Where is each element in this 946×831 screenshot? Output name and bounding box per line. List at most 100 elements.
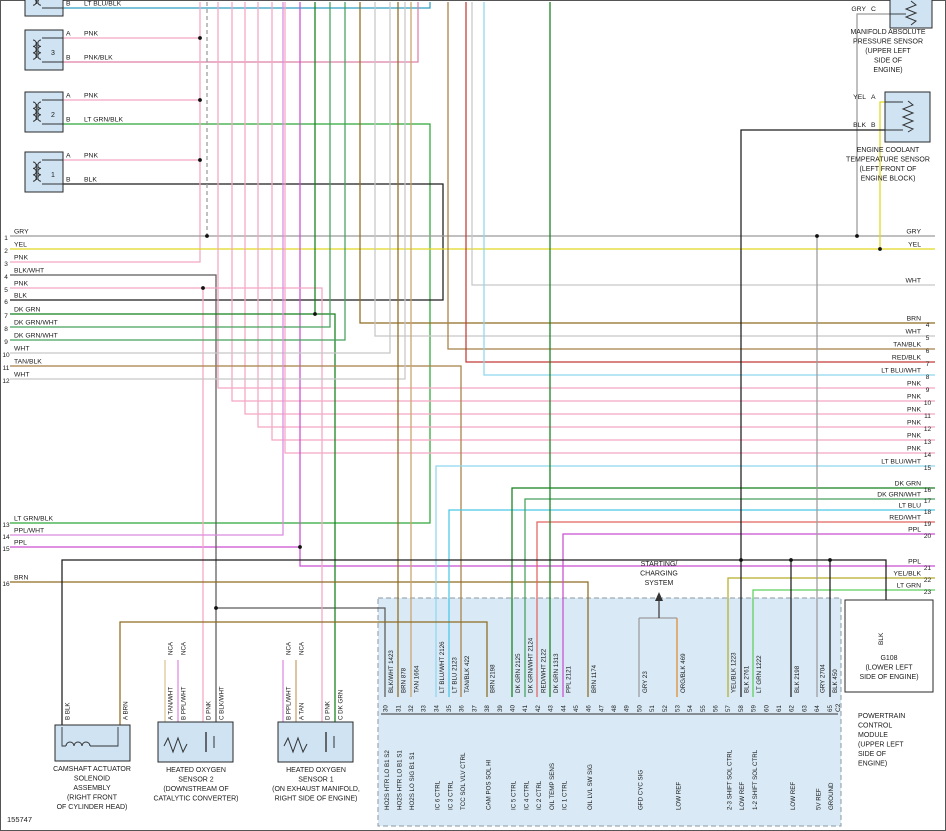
right-wire-color-label: DK GRN (895, 481, 922, 488)
pin-wire-label: BLK/WHT 1423 (388, 650, 395, 693)
ho2s-1-caption: HEATED OXYGEN (286, 767, 346, 774)
pin-function-label: LOW REF (676, 782, 683, 810)
pin-number: 30 (383, 705, 390, 712)
map-sensor-caption: ENGINE) (873, 67, 902, 74)
pin-function-label: 5V REF (815, 788, 822, 810)
g108-box (844, 599, 934, 693)
right-wire-color-label: TAN/BLK (893, 342, 921, 349)
ignition-coil-box (24, 151, 64, 193)
right-wire-color-label: YEL/BLK (893, 571, 921, 578)
wire-tan-blk (447, 2, 935, 350)
junction-dot (313, 312, 317, 316)
wire-pnk (231, 2, 935, 402)
wire-ppl (562, 533, 935, 697)
coil-winding-icon (32, 161, 37, 182)
terminal-label: C DK GRN (338, 690, 345, 720)
right-wire-color-label: BRN (907, 316, 921, 323)
left-wire-number: 13 (2, 522, 10, 529)
wire-pnk (10, 287, 323, 722)
right-wire-number: 18 (924, 509, 932, 516)
left-wire-number: 2 (4, 248, 8, 255)
right-wire-color-label: PNK (907, 420, 921, 427)
right-wire-number: 7 (926, 361, 930, 368)
coil-terminal-letter: A (66, 31, 71, 38)
pin-number: 61 (776, 705, 783, 712)
nca-label: NCA (181, 641, 188, 655)
right-wire-number: 19 (924, 521, 932, 528)
junction-dot (789, 558, 793, 562)
wire-ppl-wht (10, 2, 284, 536)
wire-lt-blu-wht (435, 465, 935, 697)
pin-wire-label: YEL/BLK 1223 (731, 652, 738, 693)
ect-terminal-letter: A (871, 94, 876, 101)
ect-terminal-color: YEL (853, 94, 866, 101)
wire-blk-wht (216, 607, 386, 697)
terminal-label: B BLK (65, 702, 72, 720)
wire-red-blk (465, 2, 935, 363)
pin-number: 42 (535, 705, 542, 712)
pin-function-label: GFD CYC SIG (638, 770, 645, 810)
left-wire-number: 9 (4, 339, 8, 346)
right-wire-number: 9 (926, 387, 930, 394)
right-wire-number: 8 (926, 374, 930, 381)
map-sensor-caption: SIDE OF (874, 58, 902, 65)
ect-sensor-caption: ENGINE BLOCK) (861, 176, 916, 183)
map-sensor-caption: MANIFOLD ABSOLUTE (850, 29, 925, 36)
pin-number: 58 (738, 705, 745, 712)
ho2s-2-caption: SENSOR 2 (178, 777, 214, 784)
pin-number: 44 (560, 705, 567, 712)
coil-winding-icon (32, 39, 37, 60)
pin-number: 37 (471, 705, 478, 712)
pin-wire-label: ORG/BLK 469 (680, 653, 687, 693)
coil-wire-color-label: PNK (84, 93, 98, 100)
pin-number: 46 (586, 705, 593, 712)
map-terminal-letter: C (871, 6, 876, 13)
pin-number: 54 (687, 705, 694, 712)
pin-function-label: 1-2 SHIFT SOL CTRL (752, 749, 759, 810)
g108-caption: SIDE OF ENGINE) (859, 674, 918, 681)
terminal-label: D PNK (206, 700, 213, 720)
wire-dk-grn (511, 487, 935, 697)
ho2s-2-caption: CATALYTIC CONVERTER) (153, 796, 238, 803)
wire-dk-grn (10, 313, 336, 722)
wire-brn (10, 581, 589, 697)
right-wire-number: 10 (924, 400, 932, 407)
pcm-box (377, 597, 842, 827)
pin-number: 56 (713, 705, 720, 712)
pin-function-label: HO2S LO SIG B1 S1 (409, 752, 416, 810)
coil-wire-color-label: LT BLU/BLK (84, 1, 122, 8)
pin-number: 57 (725, 705, 732, 712)
coil-number: 1 (51, 172, 55, 179)
pin-number: 62 (789, 705, 796, 712)
left-wire-color-label: YEL (14, 242, 27, 249)
pin-function-label: OIL LVL SW SIG (587, 764, 594, 810)
junction-dot (828, 558, 832, 562)
right-wire-color-label: RED/BLK (892, 355, 922, 362)
diagram-number: 155747 (7, 815, 33, 824)
junction-dot (855, 234, 859, 238)
right-wire-color-label: PPL (908, 559, 921, 566)
connector-id: C2 (835, 703, 842, 712)
pin-wire-label: DK GRN/WHT 2124 (528, 637, 535, 693)
right-wire-color-label: YEL (908, 242, 921, 249)
coil-terminal-letter: B (66, 1, 71, 8)
pin-function-label: IC 4 CTRL (523, 780, 530, 810)
right-wire-number: 23 (924, 589, 932, 596)
pin-number: 38 (484, 705, 491, 712)
right-wire-color-label: PNK (907, 394, 921, 401)
wire-pnk (284, 2, 935, 454)
up-arrow-head (655, 592, 663, 601)
pin-wire-label: DK GRN 1313 (553, 653, 560, 693)
ho2s-1-caption: (ON EXHAUST MANIFOLD, (272, 786, 360, 793)
right-wire-color-label: PNK (907, 433, 921, 440)
ignition-coil-box (24, 91, 64, 133)
pin-number: 65 (827, 705, 834, 712)
left-wire-color-label: BRN (14, 575, 28, 582)
pin-function-label: IC 3 CTRL (447, 780, 454, 810)
wire-dk-grn-wht (10, 2, 331, 328)
wire-pnk (217, 2, 935, 389)
right-wire-number: 5 (926, 335, 930, 342)
left-wire-number: 14 (2, 534, 10, 541)
pin-number: 31 (395, 705, 402, 712)
